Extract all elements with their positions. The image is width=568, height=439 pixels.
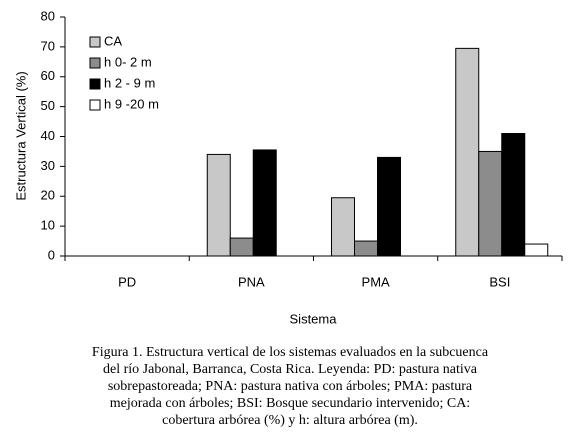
y-tick-label: 50: [41, 98, 55, 113]
caption-line: cobertura arbórea (%) y h: altura arbóre…: [162, 413, 418, 428]
x-axis-title: Sistema: [290, 311, 338, 326]
caption-line: Figura 1. Estructura vertical de los sis…: [92, 345, 489, 360]
y-tick-label: 0: [48, 247, 55, 262]
y-tick-label: 80: [41, 8, 55, 23]
bar: [229, 237, 254, 257]
legend-label: h 2 - 9 m: [104, 75, 155, 90]
bar: [206, 153, 231, 257]
y-tick-label: 10: [41, 218, 55, 233]
legend-swatch: [89, 78, 101, 90]
caption-line: mejorada con árboles; BSI: Bosque secund…: [110, 396, 470, 411]
bar: [524, 243, 549, 257]
x-tick-label: PNA: [238, 274, 265, 289]
bar: [331, 197, 355, 257]
legend-swatch: [89, 99, 101, 111]
x-tick-label: BSI: [489, 274, 510, 289]
y-tick-label: 40: [41, 128, 55, 143]
y-axis-title: Estructura Vertical (%): [13, 71, 28, 200]
bar: [354, 240, 378, 257]
y-tick-label: 30: [41, 158, 55, 173]
y-tick-label: 60: [41, 68, 55, 83]
legend-swatch: [89, 57, 101, 69]
bar: [377, 156, 401, 257]
legend-label: h 9 -20 m: [104, 96, 159, 111]
y-tick-label: 70: [41, 38, 55, 53]
bar: [501, 133, 526, 257]
legend-swatch: [89, 36, 101, 48]
bar: [252, 149, 277, 257]
legend-label: CA: [104, 33, 122, 48]
bar: [478, 150, 503, 257]
caption-line: sobrepastoreada; PNA: pastura nativa con…: [108, 379, 473, 394]
x-tick-label: PD: [118, 274, 136, 289]
caption-line: del río Jabonal, Barranca, Costa Rica. L…: [103, 362, 478, 377]
x-tick-label: PMA: [362, 274, 391, 289]
bar: [455, 47, 480, 257]
legend-label: h 0- 2 m: [104, 54, 152, 69]
y-tick-label: 20: [41, 188, 55, 203]
